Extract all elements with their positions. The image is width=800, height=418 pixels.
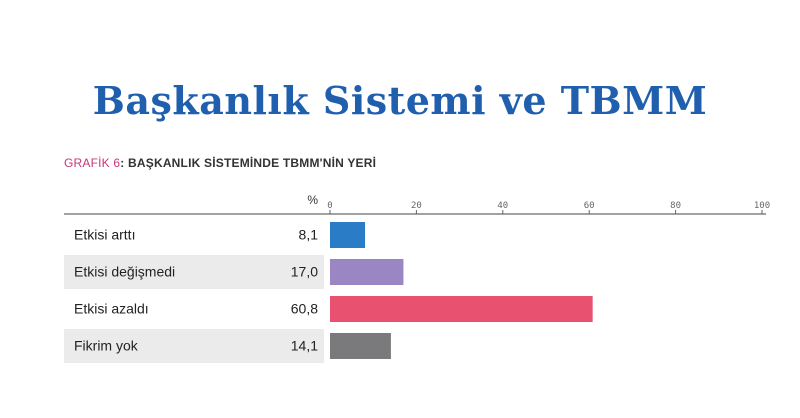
value-label: 14,1 xyxy=(291,338,318,354)
bar xyxy=(330,259,404,285)
value-label: 17,0 xyxy=(291,264,318,280)
category-label: Fikrim yok xyxy=(74,338,139,354)
x-tick-label: 60 xyxy=(584,201,595,211)
chart-subtitle-prefix: GRAFİK 6 xyxy=(64,156,121,170)
category-label: Etkisi değişmedi xyxy=(74,264,175,280)
value-label: 60,8 xyxy=(291,301,318,317)
bar xyxy=(330,333,391,359)
row-background xyxy=(64,218,324,252)
x-tick-label: 40 xyxy=(497,201,508,211)
row-background xyxy=(64,329,324,363)
page-title: Başkanlık Sistemi ve TBMM xyxy=(92,78,708,123)
bar xyxy=(330,296,593,322)
chart-subtitle-text: BAŞKANLIK SİSTEMİNDE TBMM'NİN YERİ xyxy=(124,156,377,170)
x-tick-label: 20 xyxy=(411,201,422,211)
x-tick-label: 0 xyxy=(327,201,332,211)
percent-header: % xyxy=(307,193,318,207)
value-label: 8,1 xyxy=(299,227,319,243)
row-background xyxy=(64,292,324,326)
x-tick-label: 80 xyxy=(670,201,681,211)
bar xyxy=(330,222,365,248)
chart-subtitle-colon: : xyxy=(120,156,125,170)
category-label: Etkisi arttı xyxy=(74,227,135,243)
chart-subtitle: GRAFİK 6: BAŞKANLIK SİSTEMİNDE TBMM'NİN … xyxy=(64,156,376,170)
category-label: Etkisi azaldı xyxy=(74,301,149,317)
row-background xyxy=(64,255,324,289)
x-tick-label: 100 xyxy=(754,201,770,211)
